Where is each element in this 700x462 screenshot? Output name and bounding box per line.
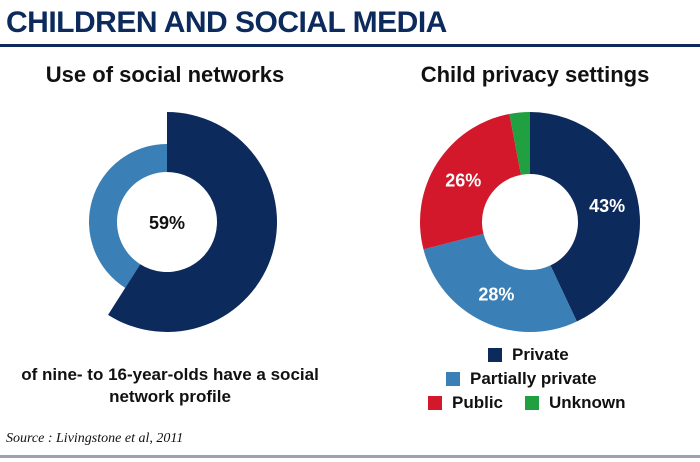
- page-title: CHILDREN AND SOCIAL MEDIA: [6, 6, 447, 39]
- header-divider: [0, 44, 700, 47]
- legend-label-partially-private: Partially private: [470, 369, 597, 388]
- data-label-partially-private: 28%: [478, 284, 514, 304]
- legend-label-unknown: Unknown: [549, 393, 626, 412]
- social-networks-chart: 59%: [89, 112, 277, 332]
- ring-slice-has-profile: [108, 112, 277, 332]
- chart-title-social-networks: Use of social networks: [45, 62, 285, 87]
- legend-swatch-partially-private: [446, 372, 460, 386]
- source-note: Source : Livingstone et al, 2011: [6, 431, 184, 446]
- header: CHILDREN AND SOCIAL MEDIA: [0, 0, 700, 47]
- legend-item-public: Public: [428, 393, 503, 413]
- privacy-settings-chart: 43% 28% 26%: [420, 112, 640, 332]
- donut-slice-private: [530, 112, 640, 322]
- legend-swatch-private: [488, 348, 502, 362]
- legend-swatch-public: [428, 396, 442, 410]
- legend-item-private: Private: [488, 345, 569, 365]
- legend-label-private: Private: [512, 345, 569, 364]
- legend-item-partially-private: Partially private: [446, 369, 597, 389]
- chart-title-privacy-settings: Child privacy settings: [420, 62, 650, 87]
- donut-slice-public: [420, 113, 522, 250]
- ring-slice-no-profile: [89, 144, 167, 288]
- data-label-public: 26%: [445, 171, 481, 191]
- footer-divider: [0, 455, 700, 458]
- legend-swatch-unknown: [525, 396, 539, 410]
- donut-slice-unknown: [509, 112, 530, 175]
- chart-caption: of nine- to 16-year-olds have a social n…: [21, 365, 319, 406]
- legend-item-unknown: Unknown: [525, 393, 626, 413]
- legend-label-public: Public: [452, 393, 504, 412]
- donut-slice-partially-private: [423, 233, 577, 332]
- data-label-private: 43%: [589, 196, 625, 216]
- center-label: 59%: [149, 213, 185, 233]
